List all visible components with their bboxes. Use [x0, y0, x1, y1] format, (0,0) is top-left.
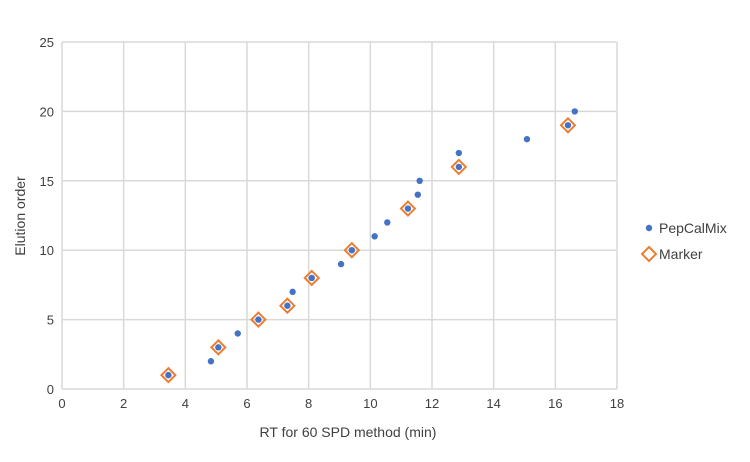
legend-marker-marker — [640, 245, 658, 263]
point-marker — [399, 200, 417, 217]
y-tick-label: 25 — [40, 35, 54, 50]
point-marker — [159, 366, 177, 384]
x-tick-label: 10 — [363, 396, 377, 411]
point-pepcalmix — [234, 330, 241, 337]
point-marker — [278, 297, 296, 315]
gridlines — [61, 41, 618, 390]
point-pepcalmix — [455, 163, 463, 171]
legend: PepCalMix Marker — [640, 220, 727, 263]
point-pepcalmix — [564, 122, 572, 129]
y-tick-label: 15 — [40, 174, 54, 189]
point-marker — [249, 311, 267, 329]
tick-labels: 0 2 4 6 8 10 12 14 16 18 0 5 10 15 20 25 — [40, 35, 625, 411]
point-pepcalmix — [414, 191, 422, 198]
point-marker — [559, 116, 577, 134]
x-tick-label: 6 — [243, 396, 250, 411]
point-pepcalmix — [207, 358, 215, 365]
x-tick-label: 4 — [182, 396, 189, 411]
x-tick-label: 8 — [305, 396, 312, 411]
x-axis-label: RT for 60 SPD method (min) — [260, 424, 437, 440]
x-tick-label: 2 — [120, 396, 127, 411]
point-pepcalmix — [284, 302, 291, 309]
point-pepcalmix — [165, 371, 172, 379]
point-pepcalmix — [416, 177, 423, 184]
point-pepcalmix — [215, 344, 222, 351]
x-tick-label: 12 — [425, 396, 439, 411]
point-pepcalmix — [523, 135, 531, 143]
legend-label: Marker — [659, 246, 703, 262]
point-marker — [450, 158, 468, 176]
point-marker — [303, 269, 321, 287]
y-tick-label: 10 — [40, 243, 54, 258]
y-tick-label: 20 — [40, 104, 54, 119]
point-marker — [343, 241, 361, 259]
x-tick-label: 16 — [548, 396, 562, 411]
y-axis-label: Elution order — [12, 176, 28, 256]
x-tick-label: 0 — [58, 396, 65, 411]
point-pepcalmix — [337, 260, 345, 268]
point-pepcalmix — [308, 274, 315, 282]
x-tick-label: 14 — [486, 396, 500, 411]
point-pepcalmix — [289, 288, 296, 296]
point-pepcalmix — [348, 247, 356, 254]
point-pepcalmix — [455, 149, 463, 157]
point-pepcalmix — [571, 108, 578, 115]
data-points — [159, 108, 578, 384]
point-marker — [209, 338, 227, 356]
point-pepcalmix — [384, 219, 391, 226]
y-tick-label: 0 — [47, 382, 54, 397]
legend-label: PepCalMix — [659, 220, 727, 236]
point-pepcalmix — [255, 316, 262, 323]
point-pepcalmix — [404, 205, 412, 212]
legend-marker-pepcalmix — [645, 224, 653, 232]
x-tick-label: 18 — [610, 396, 624, 411]
point-pepcalmix — [371, 233, 378, 240]
y-tick-label: 5 — [47, 313, 54, 328]
